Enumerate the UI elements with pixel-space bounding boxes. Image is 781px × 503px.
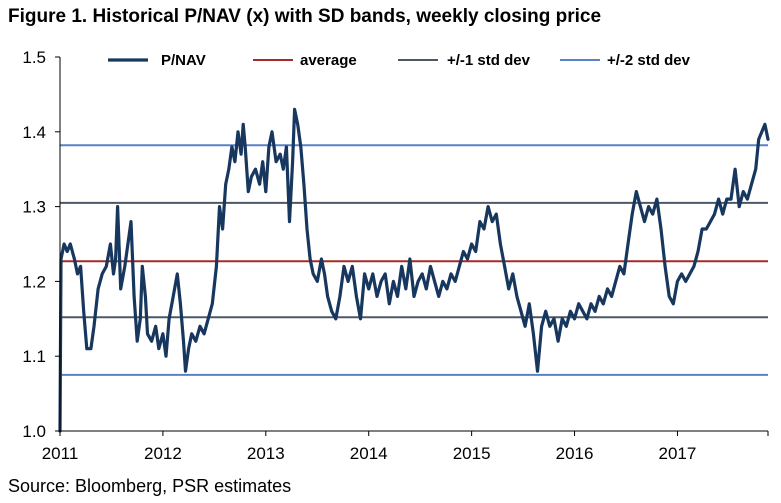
y-tick-label: 1.3	[22, 198, 46, 217]
series-layer	[58, 107, 770, 433]
legend-label-pnav: P/NAV	[161, 52, 206, 69]
x-tick-label: 2017	[659, 444, 697, 463]
x-tick-label: 2011	[42, 444, 79, 463]
x-tick-label: 2013	[247, 444, 285, 463]
y-tick-label: 1.1	[22, 347, 46, 366]
y-tick-label: 1.5	[22, 48, 46, 67]
y-tick-label: 1.2	[22, 272, 46, 291]
y-tick-label: 1.0	[22, 422, 46, 441]
source-note: Source: Bloomberg, PSR estimates	[8, 476, 292, 496]
y-tick-label: 1.4	[22, 123, 46, 142]
reference-lines	[60, 144, 768, 376]
legend: P/NAV average +/-1 std dev +/-2 std dev	[108, 52, 691, 69]
x-tick-label: 2015	[453, 444, 491, 463]
legend-label-average: average	[300, 52, 357, 69]
chart-title: Figure 1. Historical P/NAV (x) with SD b…	[8, 6, 602, 27]
axes: 1.0 1.1 1.2 1.3 1.4 1.5 2011 2012 2013 2014 2015 20…	[22, 48, 769, 463]
legend-label-sd1: +/-1 std dev	[447, 52, 531, 69]
legend-label-sd2: +/-2 std dev	[607, 52, 691, 69]
series-line-pnav	[58, 107, 770, 433]
x-tick-label: 2012	[144, 444, 182, 463]
x-tick-label: 2014	[350, 444, 388, 463]
x-tick-label: 2016	[556, 444, 594, 463]
